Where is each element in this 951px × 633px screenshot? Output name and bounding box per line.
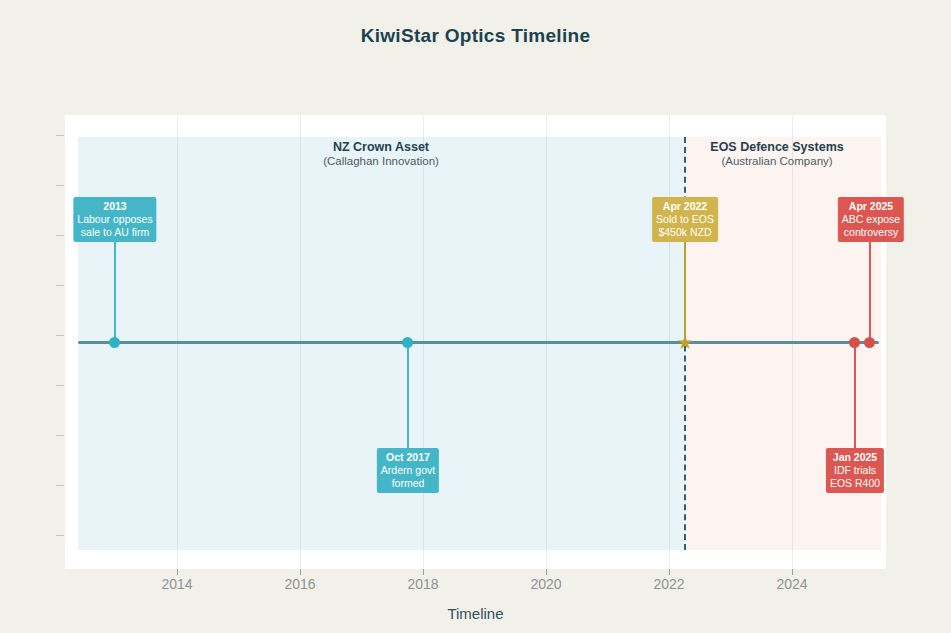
timeline-axis-line <box>78 341 879 344</box>
event-text-line: sale to AU firm <box>77 226 152 239</box>
event-stem <box>869 237 871 342</box>
event-label-2013: 2013 Labour opposes sale to AU firm <box>73 197 156 242</box>
x-tick <box>546 569 547 575</box>
event-stem <box>114 237 116 342</box>
event-stem <box>854 344 856 448</box>
event-text-line: IDF trials <box>830 464 880 477</box>
event-stem <box>407 344 409 448</box>
event-marker-dot <box>864 337 875 348</box>
event-marker-dot <box>402 337 413 348</box>
event-text-line: ABC expose <box>842 213 900 226</box>
x-tick-label-2020: 2020 <box>530 576 561 592</box>
event-marker-dot <box>849 337 860 348</box>
x-tick <box>300 569 301 575</box>
event-marker-star-icon: ★ <box>673 332 697 354</box>
event-date: Apr 2025 <box>842 200 900 213</box>
y-tick <box>56 535 64 536</box>
y-tick <box>56 385 64 386</box>
y-tick <box>56 335 64 336</box>
x-tick <box>669 569 670 575</box>
event-text-line: EOS R400 <box>830 477 880 490</box>
y-tick <box>56 285 64 286</box>
x-tick-label-2018: 2018 <box>407 576 438 592</box>
event-label-apr-2025: Apr 2025 ABC expose controversy <box>838 197 904 242</box>
region-subtitle: (Australian Company) <box>710 155 843 167</box>
x-tick <box>792 569 793 575</box>
x-tick <box>177 569 178 575</box>
x-tick <box>423 569 424 575</box>
event-date: Apr 2022 <box>656 200 714 213</box>
chart-title: KiwiStar Optics Timeline <box>0 25 951 47</box>
event-date: Oct 2017 <box>381 451 435 464</box>
event-text-line: controversy <box>842 226 900 239</box>
region-title: EOS Defence Systems <box>710 140 843 154</box>
event-text-line: Ardern govt <box>381 464 435 477</box>
event-text-line: Labour opposes <box>77 213 152 226</box>
event-text-line: $450k NZD <box>656 226 714 239</box>
region-label-eos-defence: EOS Defence Systems (Australian Company) <box>710 140 843 167</box>
chart-canvas: KiwiStar Optics Timeline NZ Crown Asset … <box>0 0 951 633</box>
x-axis-label: Timeline <box>0 605 951 622</box>
region-subtitle: (Callaghan Innovation) <box>323 155 439 167</box>
event-text-line: Sold to EOS <box>656 213 714 226</box>
event-date: 2013 <box>77 200 152 213</box>
event-label-apr-2022: Apr 2022 Sold to EOS $450k NZD <box>652 197 718 242</box>
x-tick-label-2014: 2014 <box>161 576 192 592</box>
event-label-oct-2017: Oct 2017 Ardern govt formed <box>377 448 439 493</box>
y-tick <box>56 135 64 136</box>
x-tick-label-2024: 2024 <box>776 576 807 592</box>
event-stem <box>684 237 686 339</box>
y-tick <box>56 485 64 486</box>
y-tick <box>56 235 64 236</box>
event-marker-dot <box>109 337 120 348</box>
y-tick <box>56 185 64 186</box>
region-title: NZ Crown Asset <box>323 140 439 154</box>
plot-area: NZ Crown Asset (Callaghan Innovation) EO… <box>65 115 886 569</box>
x-tick-label-2016: 2016 <box>284 576 315 592</box>
region-label-nz-crown: NZ Crown Asset (Callaghan Innovation) <box>323 140 439 167</box>
event-text-line: formed <box>381 477 435 490</box>
event-label-jan-2025: Jan 2025 IDF trials EOS R400 <box>826 448 884 493</box>
x-tick-label-2022: 2022 <box>653 576 684 592</box>
event-date: Jan 2025 <box>830 451 880 464</box>
y-tick <box>56 435 64 436</box>
